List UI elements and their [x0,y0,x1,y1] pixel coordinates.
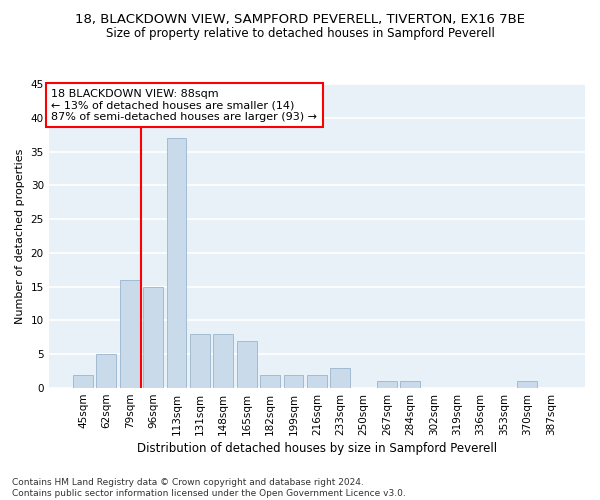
Bar [307,374,327,388]
Text: 18 BLACKDOWN VIEW: 88sqm
← 13% of detached houses are smaller (14)
87% of semi-d: 18 BLACKDOWN VIEW: 88sqm ← 13% of detach… [52,88,317,122]
Bar [284,374,304,388]
Y-axis label: Number of detached properties: Number of detached properties [15,148,25,324]
Bar [73,374,93,388]
Bar [143,286,163,388]
Text: 18, BLACKDOWN VIEW, SAMPFORD PEVERELL, TIVERTON, EX16 7BE: 18, BLACKDOWN VIEW, SAMPFORD PEVERELL, T… [75,12,525,26]
Bar [120,280,140,388]
X-axis label: Distribution of detached houses by size in Sampford Peverell: Distribution of detached houses by size … [137,442,497,455]
Text: Size of property relative to detached houses in Sampford Peverell: Size of property relative to detached ho… [106,28,494,40]
Bar [237,341,257,388]
Bar [190,334,210,388]
Text: Contains HM Land Registry data © Crown copyright and database right 2024.
Contai: Contains HM Land Registry data © Crown c… [12,478,406,498]
Bar [400,382,421,388]
Bar [167,138,187,388]
Bar [214,334,233,388]
Bar [330,368,350,388]
Bar [97,354,116,388]
Bar [260,374,280,388]
Bar [517,382,537,388]
Bar [377,382,397,388]
